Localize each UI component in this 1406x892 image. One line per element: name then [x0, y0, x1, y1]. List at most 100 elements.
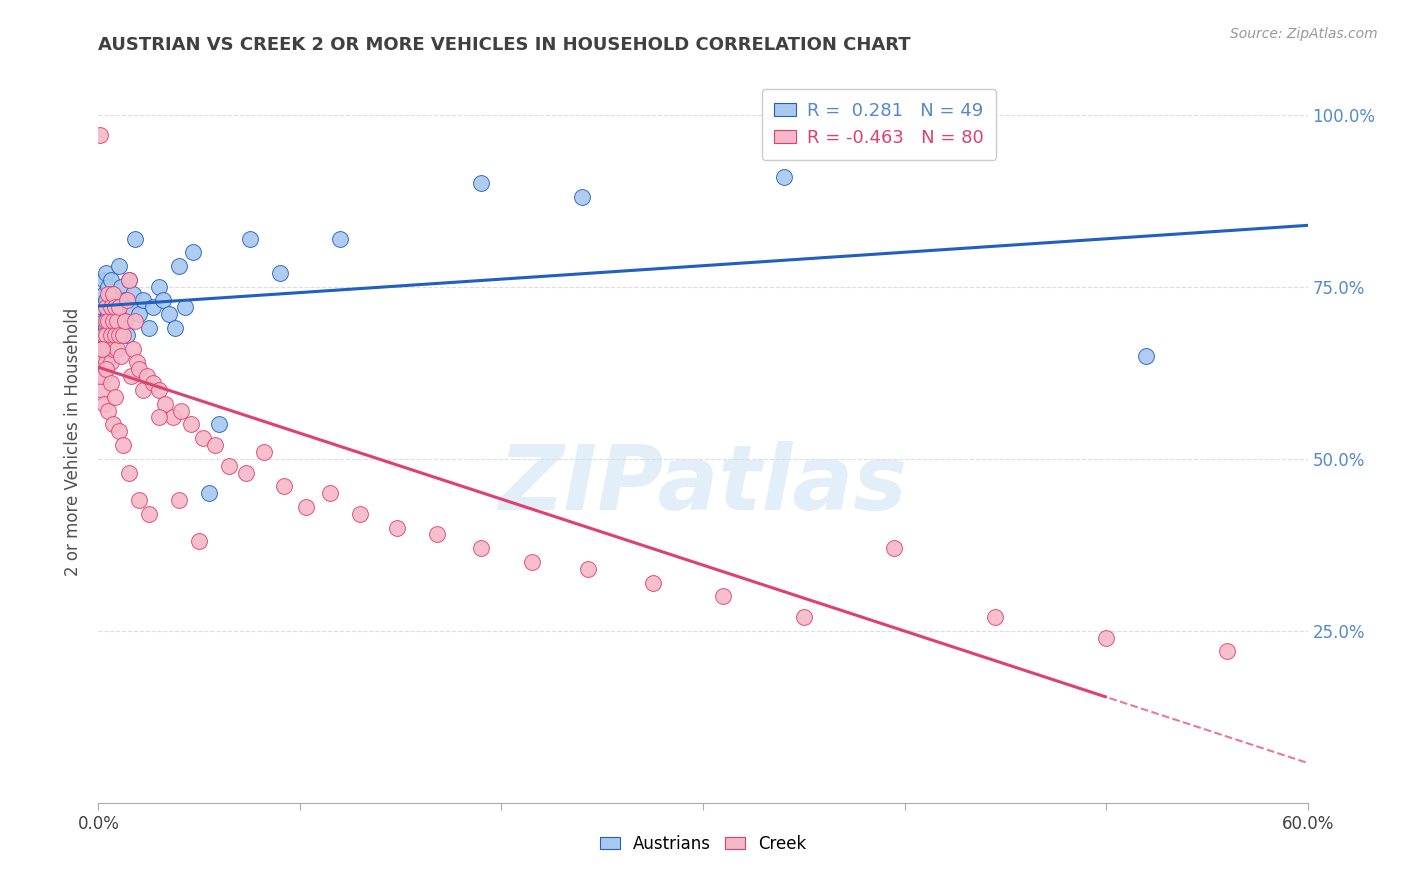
Point: [110, 349, 132, 363]
Text: Source: ZipAtlas.com: Source: ZipAtlas.com: [1230, 27, 1378, 41]
Point: [101, 314, 124, 328]
Point: [103, 321, 125, 335]
Point: [295, 500, 318, 514]
Point: [100, 301, 122, 315]
Point: [138, 507, 160, 521]
Point: [148, 383, 170, 397]
Legend: Austrians, Creek: Austrians, Creek: [593, 828, 813, 860]
Point: [100, 376, 122, 390]
Point: [89, 369, 111, 384]
Point: [883, 541, 905, 556]
Point: [97, 342, 120, 356]
Point: [148, 410, 170, 425]
Point: [120, 369, 142, 384]
Point: [576, 562, 599, 576]
Point: [218, 458, 240, 473]
Point: [204, 438, 226, 452]
Point: [115, 293, 138, 308]
Point: [273, 479, 295, 493]
Point: [114, 293, 136, 308]
Point: [93, 369, 115, 384]
Point: [101, 417, 124, 432]
Point: [426, 527, 449, 541]
Point: [105, 307, 128, 321]
Point: [111, 314, 134, 328]
Point: [181, 245, 204, 260]
Point: [984, 610, 1007, 624]
Point: [132, 293, 155, 308]
Point: [97, 286, 120, 301]
Y-axis label: 2 or more Vehicles in Household: 2 or more Vehicles in Household: [65, 308, 83, 575]
Point: [118, 466, 141, 480]
Point: [93, 342, 115, 356]
Point: [124, 314, 146, 328]
Point: [1095, 631, 1118, 645]
Point: [96, 362, 118, 376]
Point: [103, 293, 125, 308]
Point: [91, 342, 114, 356]
Point: [571, 190, 593, 204]
Point: [253, 445, 276, 459]
Point: [167, 493, 190, 508]
Point: [105, 314, 128, 328]
Point: [111, 327, 134, 342]
Point: [138, 321, 160, 335]
Point: [101, 342, 124, 356]
Point: [157, 307, 180, 321]
Point: [96, 327, 118, 342]
Point: [93, 286, 115, 301]
Point: [101, 314, 124, 328]
Point: [711, 590, 734, 604]
Point: [124, 231, 146, 245]
Point: [170, 403, 193, 417]
Point: [163, 321, 186, 335]
Point: [97, 307, 120, 321]
Point: [132, 383, 155, 397]
Point: [128, 493, 150, 508]
Point: [96, 355, 118, 369]
Point: [97, 314, 120, 328]
Point: [100, 273, 122, 287]
Point: [110, 279, 132, 293]
Point: [269, 266, 291, 280]
Point: [1216, 644, 1239, 658]
Point: [89, 342, 111, 356]
Point: [235, 466, 257, 480]
Point: [193, 431, 215, 445]
Point: [105, 342, 128, 356]
Point: [93, 273, 115, 287]
Point: [128, 307, 150, 321]
Point: [153, 397, 176, 411]
Point: [385, 520, 408, 534]
Point: [107, 301, 129, 315]
Point: [349, 507, 371, 521]
Point: [93, 397, 115, 411]
Point: [96, 314, 118, 328]
Point: [91, 349, 114, 363]
Point: [142, 376, 165, 390]
Point: [162, 410, 184, 425]
Point: [121, 286, 143, 301]
Point: [135, 369, 157, 384]
Point: [103, 327, 125, 342]
Point: [100, 327, 122, 342]
Point: [114, 314, 136, 328]
Point: [111, 438, 134, 452]
Point: [103, 301, 125, 315]
Point: [107, 301, 129, 315]
Point: [107, 327, 129, 342]
Point: [641, 575, 664, 590]
Point: [91, 327, 114, 342]
Point: [180, 417, 202, 432]
Point: [96, 293, 118, 308]
Point: [208, 417, 231, 432]
Point: [120, 301, 142, 315]
Point: [103, 390, 125, 404]
Point: [96, 266, 118, 280]
Point: [167, 259, 190, 273]
Point: [148, 279, 170, 293]
Point: [121, 342, 143, 356]
Point: [89, 128, 111, 143]
Point: [107, 259, 129, 273]
Point: [793, 610, 815, 624]
